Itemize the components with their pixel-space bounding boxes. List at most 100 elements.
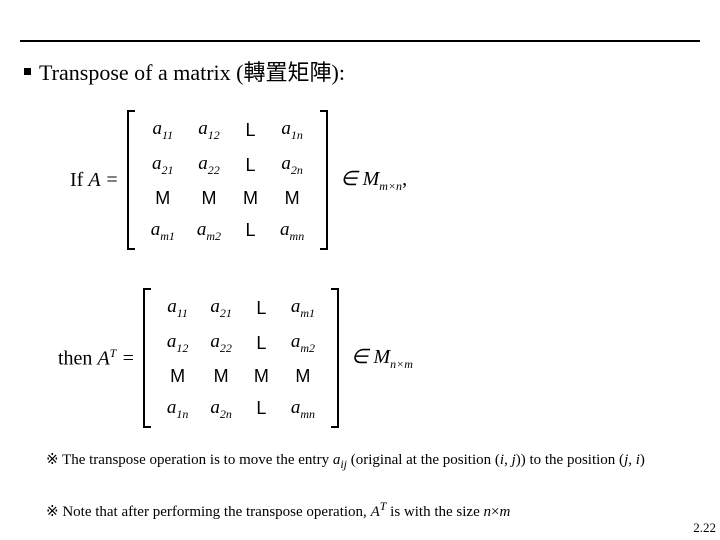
matrix-at-suffix: ∈ Mn×m xyxy=(351,344,413,372)
sub: 1n xyxy=(291,128,303,142)
cell: M xyxy=(295,366,310,387)
set-sub: m×n xyxy=(379,179,402,193)
title-text: Transpose of a matrix (轉置矩陣): xyxy=(39,55,345,87)
sub: 12 xyxy=(176,341,188,355)
aij: ij xyxy=(340,457,347,471)
sym: a xyxy=(151,219,161,240)
cell: a11 xyxy=(167,296,188,321)
horizontal-rule xyxy=(20,40,700,42)
sub: 2n xyxy=(220,406,232,420)
cell: am2 xyxy=(291,331,315,356)
sub: 22 xyxy=(220,341,232,355)
matrix-a-block: If A = a11 a12 L a1n a21 a22 L a2n M M M… xyxy=(70,110,407,250)
matrix-a-prefix: If A = xyxy=(70,169,119,192)
sub: 21 xyxy=(220,306,232,320)
sym: a xyxy=(210,331,220,352)
sym: a xyxy=(167,331,177,352)
sub: 11 xyxy=(177,306,188,320)
cell: am1 xyxy=(151,219,175,244)
cell: a2n xyxy=(281,153,303,178)
sub: 2n xyxy=(291,163,303,177)
note-2: ※ Note that after performing the transpo… xyxy=(46,498,680,522)
matrix-at-grid: a11 a21 L am1 a12 a22 L am2 M M M M a1n … xyxy=(161,288,321,428)
if-label: If xyxy=(70,169,88,191)
sym: a xyxy=(291,296,301,317)
set-m: M xyxy=(363,168,380,190)
cell: a1n xyxy=(167,397,189,422)
note-mark: ※ xyxy=(46,504,62,520)
sym: a xyxy=(210,397,220,418)
cell: a12 xyxy=(198,118,220,143)
a-sym: A xyxy=(97,347,109,369)
set-sub: n×m xyxy=(390,357,413,371)
t: The transpose operation is to move the e… xyxy=(62,452,333,468)
cell: L xyxy=(246,155,256,176)
cell: am2 xyxy=(197,219,221,244)
note-mark: ※ xyxy=(46,452,62,468)
right-bracket-icon xyxy=(318,110,328,250)
matrix-a-suffix: ∈ Mm×n, xyxy=(340,166,407,194)
t: )) to the position ( xyxy=(516,452,624,468)
cell: a22 xyxy=(198,153,220,178)
t: Note that after performing the transpose… xyxy=(62,504,370,520)
c: , xyxy=(504,452,512,468)
sym: a xyxy=(291,331,301,352)
m: m xyxy=(499,504,510,520)
t: ) xyxy=(640,452,645,468)
sub: 22 xyxy=(208,163,220,177)
left-bracket-icon xyxy=(143,288,153,428)
title-row: Transpose of a matrix (轉置矩陣): xyxy=(24,55,345,87)
sub: 1n xyxy=(176,406,188,420)
sub: m2 xyxy=(206,228,221,242)
cell: a21 xyxy=(152,153,174,178)
n: n xyxy=(484,504,492,520)
sub: 21 xyxy=(162,163,174,177)
cell: M xyxy=(155,188,170,209)
matrix-a-grid: a11 a12 L a1n a21 a22 L a2n M M M M am1 … xyxy=(145,110,311,250)
matrix-at-block: then AT = a11 a21 L am1 a12 a22 L am2 M … xyxy=(58,288,413,428)
eq: = xyxy=(116,347,135,369)
cell: M xyxy=(254,366,269,387)
cell: M xyxy=(201,188,216,209)
sym: a xyxy=(167,296,177,317)
sub: mn xyxy=(300,406,315,420)
sym: a xyxy=(198,118,208,139)
cell: M xyxy=(170,366,185,387)
set-m: M xyxy=(373,346,390,368)
left-bracket-icon xyxy=(127,110,137,250)
cell: a21 xyxy=(210,296,232,321)
sym: a xyxy=(210,296,220,317)
sub: m1 xyxy=(300,306,315,320)
cell: L xyxy=(256,333,266,354)
in-sym: ∈ xyxy=(340,168,362,190)
in-sym: ∈ xyxy=(351,346,373,368)
sub: 12 xyxy=(208,128,220,142)
a-eq: A = xyxy=(88,169,118,191)
then-label: then xyxy=(58,347,97,369)
note-1: ※ The transpose operation is to move the… xyxy=(46,450,680,472)
sym: a xyxy=(281,118,291,139)
sym: a xyxy=(152,118,162,139)
sym: a xyxy=(152,153,162,174)
sym: a xyxy=(198,153,208,174)
cell: L xyxy=(256,398,266,419)
cell: L xyxy=(256,298,266,319)
t: is with the size xyxy=(386,504,483,520)
cell: M xyxy=(243,188,258,209)
cell: L xyxy=(246,120,256,141)
c: , xyxy=(628,452,636,468)
bullet-icon xyxy=(24,68,31,75)
cell: amn xyxy=(291,397,315,422)
cell: am1 xyxy=(291,296,315,321)
cell: M xyxy=(214,366,229,387)
sub: m2 xyxy=(300,341,315,355)
sym: a xyxy=(281,153,291,174)
cell: a22 xyxy=(210,331,232,356)
cell: a12 xyxy=(167,331,189,356)
page-number: 2.22 xyxy=(693,520,716,536)
right-bracket-icon xyxy=(329,288,339,428)
sym: a xyxy=(280,219,290,240)
cell: a2n xyxy=(210,397,232,422)
cell: amn xyxy=(280,219,304,244)
sub: m1 xyxy=(160,228,175,242)
